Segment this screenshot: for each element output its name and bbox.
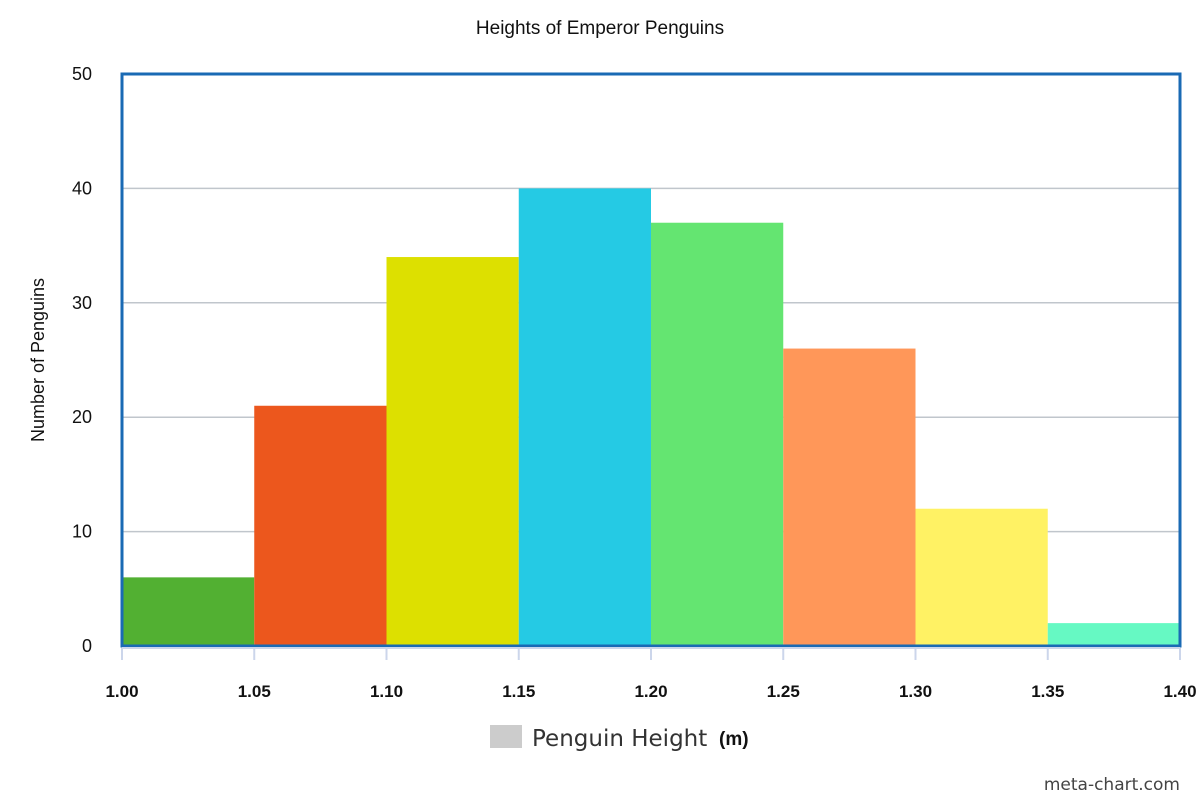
bar[interactable]	[783, 348, 916, 646]
legend[interactable]: Penguin Height (m)	[490, 725, 749, 752]
x-tick-label: 1.20	[634, 682, 667, 701]
y-tick-label: 40	[72, 178, 92, 198]
x-tick-label: 1.10	[370, 682, 403, 701]
x-tick-label: 1.35	[1031, 682, 1064, 701]
y-axis-label: Number of Penguins	[28, 278, 48, 442]
y-tick-label: 20	[72, 407, 92, 427]
y-tick-label: 50	[72, 64, 92, 84]
bar[interactable]	[651, 222, 784, 646]
x-tick-label: 1.30	[899, 682, 932, 701]
x-tick-label: 1.40	[1163, 682, 1196, 701]
chart-title: Heights of Emperor Penguins	[476, 18, 724, 39]
y-tick-label: 10	[72, 522, 92, 542]
bar[interactable]	[386, 257, 519, 646]
y-tick-label: 0	[82, 636, 92, 656]
credit-link[interactable]: meta-chart.com	[1044, 775, 1180, 795]
bar[interactable]	[254, 405, 387, 646]
x-axis-ticks: 1.00 1.05 1.10 1.15 1.20 1.25 1.30 1.35 1.40	[105, 647, 1197, 701]
y-axis-ticks: 0 10 20 30 40 50	[72, 64, 92, 656]
bar[interactable]	[1047, 623, 1180, 646]
legend-unit: (m)	[719, 729, 749, 750]
plot-border	[120, 72, 1182, 648]
x-tick-label: 1.25	[767, 682, 800, 701]
bars	[122, 188, 1180, 646]
legend-label: Penguin Height	[532, 726, 707, 752]
x-tick-label: 1.05	[238, 682, 271, 701]
x-tick-label: 1.00	[105, 682, 138, 701]
y-tick-label: 30	[72, 293, 92, 313]
legend-swatch	[490, 725, 522, 748]
bar[interactable]	[915, 508, 1048, 646]
bar[interactable]	[122, 577, 255, 646]
x-tick-label: 1.15	[502, 682, 535, 701]
bar[interactable]	[518, 188, 651, 646]
